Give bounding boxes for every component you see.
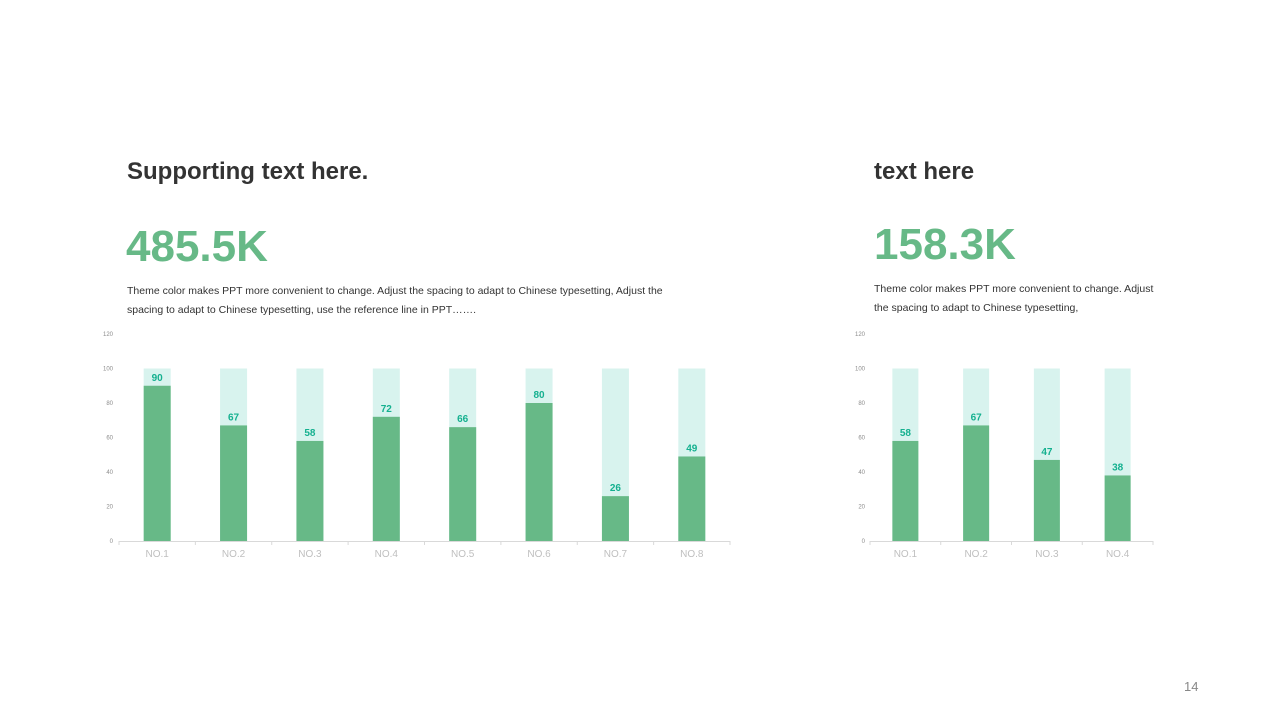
left-value-bar [449, 427, 477, 541]
left-data-label: 26 [610, 483, 622, 494]
left-data-label: 58 [304, 428, 316, 439]
page-number: 14 [1184, 679, 1199, 694]
right-y-tick-label: 120 [855, 332, 866, 338]
left-y-tick-label: 100 [103, 367, 114, 373]
right-data-label: 58 [900, 428, 912, 439]
left-category-label: NO.5 [451, 549, 475, 560]
left-value-bar [296, 440, 324, 541]
left-data-label: 49 [686, 443, 698, 454]
left-y-tick-label: 120 [103, 332, 114, 338]
right-y-tick-label: 40 [858, 470, 865, 476]
right-description: Theme color makes PPT more convenient to… [874, 283, 1154, 314]
right-value-bar [963, 425, 990, 541]
right-data-label: 67 [971, 412, 983, 423]
right-big-number: 158.3K [874, 220, 1016, 269]
left-category-label: NO.2 [222, 549, 246, 560]
right-value-bar [892, 440, 919, 541]
right-category-label: NO.2 [964, 549, 988, 560]
right-y-tick-label: 100 [855, 367, 866, 373]
left-data-label: 66 [457, 414, 469, 425]
left-category-label: NO.7 [604, 549, 628, 560]
left-category-label: NO.1 [146, 549, 170, 560]
right-y-tick-label: 0 [862, 539, 866, 545]
left-category-label: NO.6 [527, 549, 551, 560]
left-y-tick-label: 40 [106, 470, 113, 476]
left-value-bar [525, 403, 553, 541]
right-y-tick-label: 60 [858, 436, 865, 442]
left-value-bar [601, 496, 629, 541]
left-big-number: 485.5K [126, 222, 268, 271]
left-description: Theme color makes PPT more convenient to… [127, 285, 663, 316]
right-category-label: NO.3 [1035, 549, 1059, 560]
left-value-bar [372, 416, 400, 541]
left-category-label: NO.3 [298, 549, 322, 560]
left-value-bar [143, 385, 171, 541]
left-y-tick-label: 60 [106, 436, 113, 442]
left-y-tick-label: 0 [110, 539, 114, 545]
left-data-label: 80 [534, 390, 546, 401]
right-y-tick-label: 20 [858, 505, 865, 511]
left-data-label: 67 [228, 412, 240, 423]
left-category-label: NO.8 [680, 549, 704, 560]
right-value-bar [1104, 475, 1131, 541]
left-y-tick-label: 20 [106, 505, 113, 511]
right-heading: text here [874, 158, 975, 185]
left-value-bar [220, 425, 248, 541]
left-heading: Supporting text here. [127, 158, 369, 185]
left-data-label: 90 [152, 373, 164, 384]
right-data-label: 47 [1041, 447, 1053, 458]
left-y-tick-label: 80 [106, 401, 113, 407]
right-value-bar [1033, 459, 1060, 541]
right-y-tick-label: 80 [858, 401, 865, 407]
right-category-label: NO.4 [1106, 549, 1130, 560]
right-data-label: 38 [1112, 462, 1124, 473]
left-data-label: 72 [381, 404, 393, 415]
left-value-bar [678, 456, 706, 541]
right-category-label: NO.1 [894, 549, 918, 560]
left-category-label: NO.4 [375, 549, 399, 560]
